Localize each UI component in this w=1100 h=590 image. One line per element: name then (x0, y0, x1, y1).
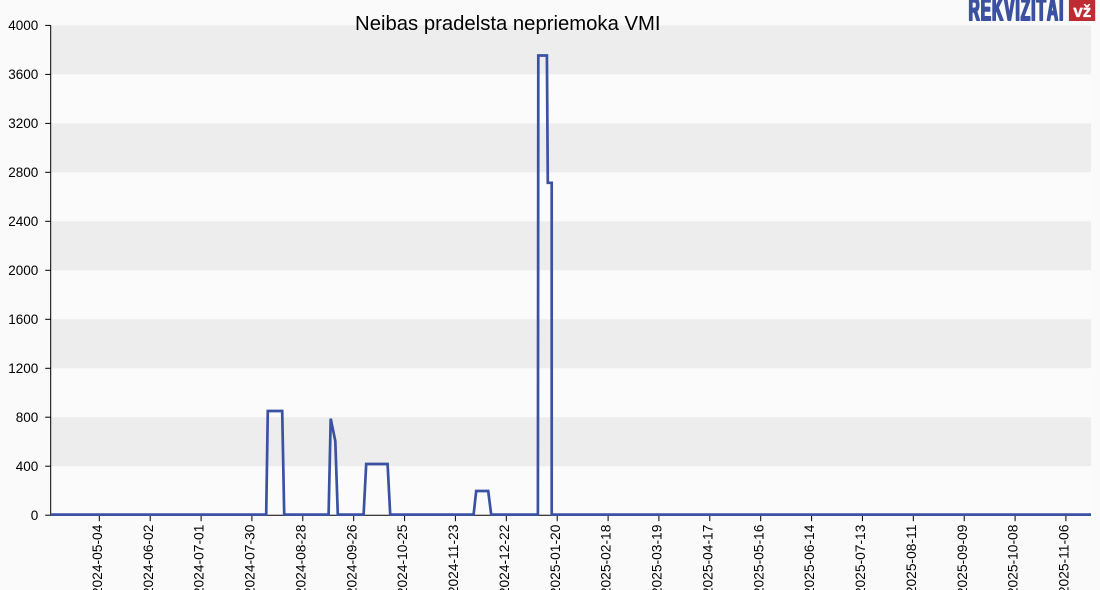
svg-text:3200: 3200 (8, 116, 38, 131)
svg-text:1200: 1200 (8, 361, 38, 376)
svg-text:2024-06-02: 2024-06-02 (141, 525, 156, 590)
svg-text:2024-07-30: 2024-07-30 (243, 524, 258, 590)
svg-text:400: 400 (16, 459, 39, 474)
svg-text:2024-07-01: 2024-07-01 (192, 525, 207, 590)
svg-text:2025-11-06: 2025-11-06 (1057, 524, 1072, 590)
svg-text:2025-06-14: 2025-06-14 (802, 524, 817, 590)
svg-text:800: 800 (16, 410, 39, 425)
svg-text:2025-10-08: 2025-10-08 (1006, 524, 1021, 590)
svg-text:2025-04-17: 2025-04-17 (700, 525, 715, 590)
svg-text:3600: 3600 (8, 67, 38, 82)
svg-text:2025-03-19: 2025-03-19 (650, 524, 665, 590)
svg-text:4000: 4000 (8, 18, 38, 33)
svg-text:2025-01-20: 2025-01-20 (548, 524, 563, 590)
svg-text:2024-12-22: 2024-12-22 (497, 525, 512, 590)
svg-text:2025-08-11: 2025-08-11 (904, 525, 919, 590)
svg-text:2024-10-25: 2024-10-25 (395, 524, 410, 590)
svg-text:2024-09-26: 2024-09-26 (344, 524, 359, 590)
svg-text:2800: 2800 (8, 165, 38, 180)
svg-text:2000: 2000 (8, 263, 38, 278)
svg-text:2024-05-04: 2024-05-04 (90, 524, 105, 590)
svg-text:2025-02-18: 2025-02-18 (599, 524, 614, 590)
svg-text:2024-08-28: 2024-08-28 (293, 524, 308, 590)
svg-text:2024-11-23: 2024-11-23 (446, 524, 461, 590)
svg-text:2025-09-09: 2025-09-09 (955, 524, 970, 590)
svg-text:1600: 1600 (8, 312, 38, 327)
svg-text:2400: 2400 (8, 214, 38, 229)
svg-text:2025-07-13: 2025-07-13 (853, 524, 868, 590)
svg-text:2025-05-16: 2025-05-16 (751, 524, 766, 590)
svg-text:Neibas pradelsta nepriemoka VM: Neibas pradelsta nepriemoka VMI (355, 13, 661, 35)
svg-text:0: 0 (31, 508, 39, 523)
